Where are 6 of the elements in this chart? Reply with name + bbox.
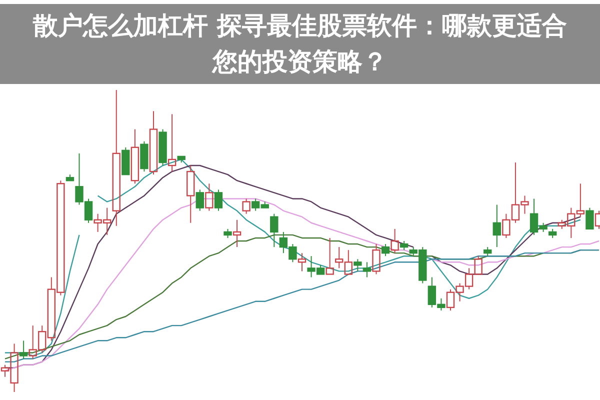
candlestick	[298, 252, 306, 272]
candlestick	[168, 114, 176, 172]
candlestick	[112, 90, 120, 226]
candlestick	[492, 204, 502, 248]
candlestick	[186, 165, 195, 224]
candlestick	[232, 219, 242, 248]
